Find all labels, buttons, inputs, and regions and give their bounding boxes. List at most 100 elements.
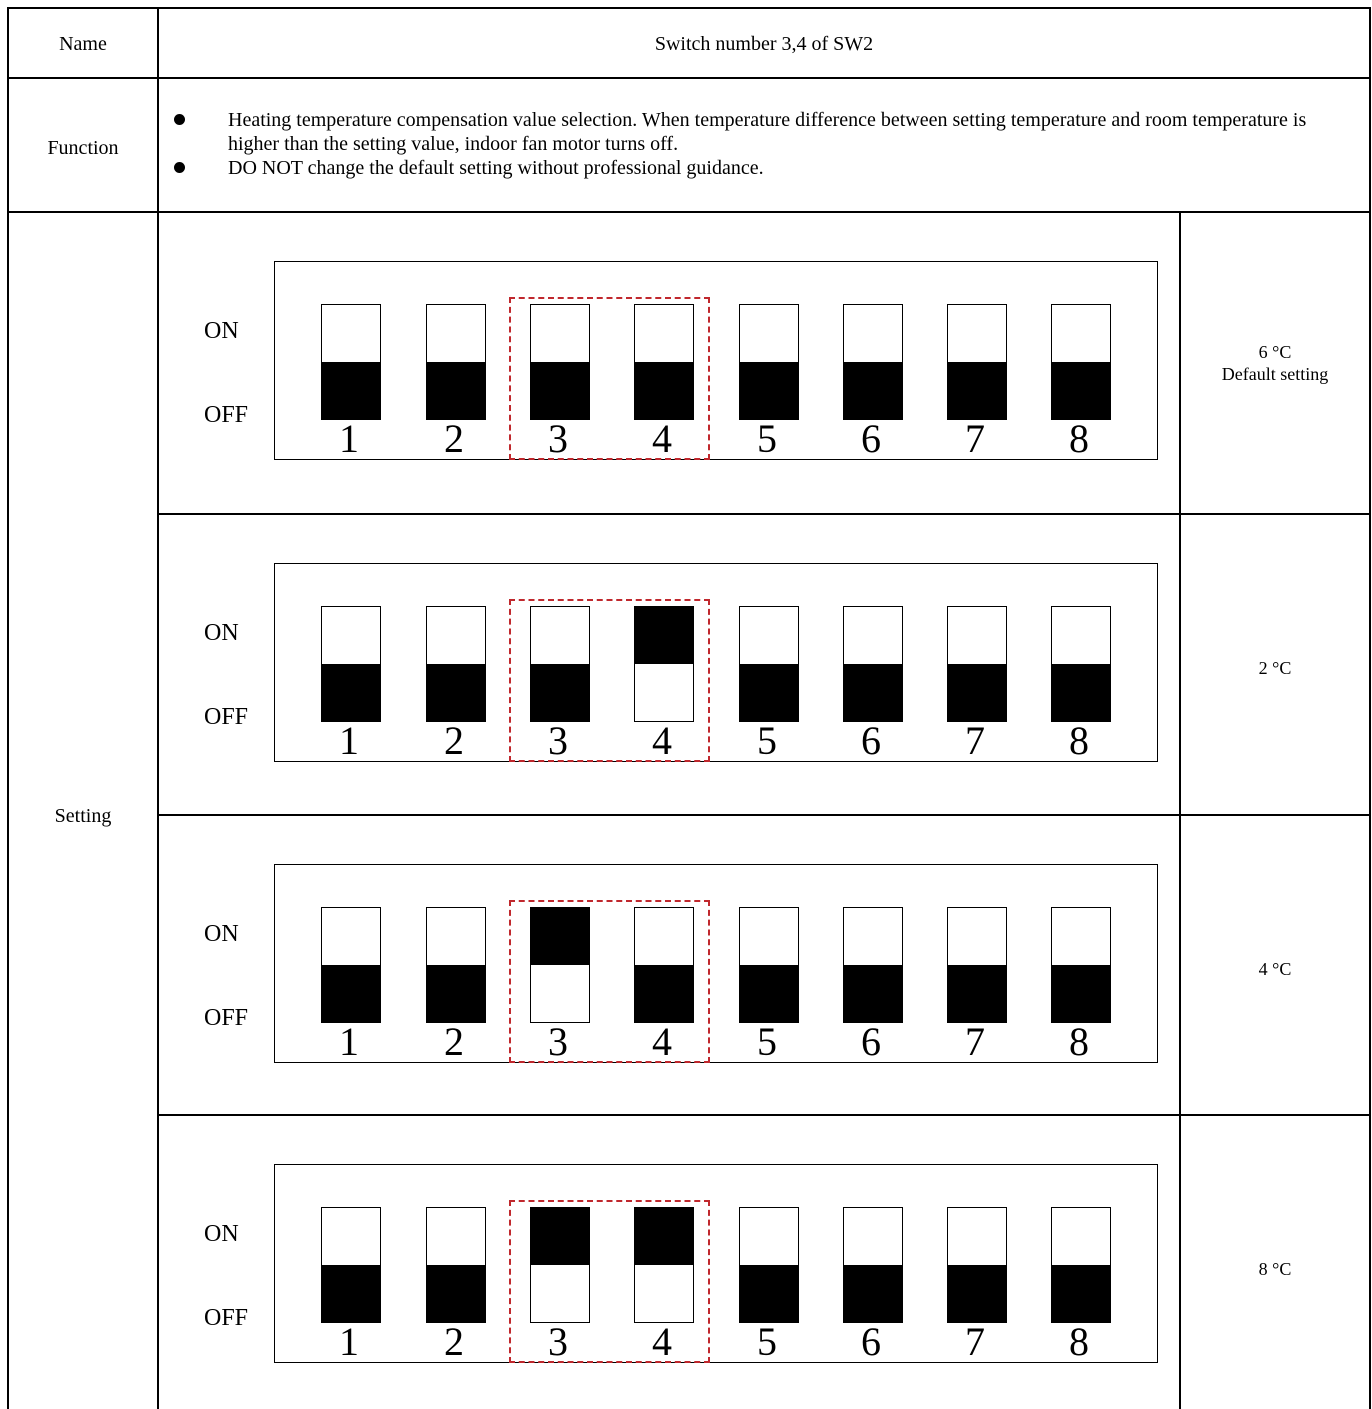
dip-switch — [739, 907, 799, 1023]
switch-lever — [427, 1265, 485, 1322]
off-label: OFF — [204, 1005, 249, 1031]
dip-switch-panel — [274, 864, 1158, 1063]
switch-number: 3 — [548, 718, 568, 763]
function-item-text: DO NOT change the default setting withou… — [228, 157, 764, 179]
dip-switch — [634, 907, 694, 1023]
switch-number: 2 — [444, 718, 464, 763]
switch-lever — [531, 908, 589, 965]
switch-number: 8 — [1069, 718, 1089, 763]
switch-lever — [948, 1265, 1006, 1322]
dip-switch-panel — [274, 1164, 1158, 1363]
switch-lever — [635, 965, 693, 1022]
switch-lever — [427, 664, 485, 721]
dip-switch — [530, 606, 590, 722]
switch-lever — [1052, 362, 1110, 419]
function-item: Heating temperature compensation value s… — [172, 108, 1352, 156]
switch-number: 7 — [965, 1019, 985, 1064]
switch-number: 5 — [757, 1019, 777, 1064]
switch-number: 2 — [444, 1319, 464, 1364]
dip-switch — [739, 304, 799, 420]
switch-number: 4 — [652, 718, 672, 763]
switch-lever — [635, 607, 693, 664]
switch-number: 5 — [757, 1319, 777, 1364]
row-divider — [157, 513, 1371, 515]
switch-number: 2 — [444, 1019, 464, 1064]
switch-lever — [531, 664, 589, 721]
default-setting-note: Default setting — [1221, 364, 1329, 384]
switch-lever — [740, 362, 798, 419]
switch-lever — [948, 664, 1006, 721]
dip-switch-panel — [274, 261, 1158, 460]
switch-lever — [740, 1265, 798, 1322]
setting-label: Setting — [54, 805, 112, 827]
switch-number: 8 — [1069, 1319, 1089, 1364]
switch-lever — [1052, 1265, 1110, 1322]
row-divider — [7, 77, 1371, 79]
switch-lever — [948, 965, 1006, 1022]
dip-switch — [321, 304, 381, 420]
dip-switch — [426, 304, 486, 420]
table-border-top — [7, 7, 1371, 9]
dip-switch — [426, 1207, 486, 1323]
switch-number: 6 — [861, 1319, 881, 1364]
table-border-right — [1369, 7, 1371, 1409]
switch-lever — [427, 362, 485, 419]
dip-switch — [634, 304, 694, 420]
dip-switch — [843, 304, 903, 420]
switch-number: 3 — [548, 1319, 568, 1364]
dip-switch — [530, 304, 590, 420]
setting-value: 4 °C — [1258, 959, 1292, 979]
switch-number: 5 — [757, 718, 777, 763]
column-divider — [1179, 211, 1181, 1409]
highlight-box — [509, 900, 710, 1063]
highlight-box — [509, 297, 710, 460]
dip-switch — [530, 907, 590, 1023]
switch-number: 2 — [444, 416, 464, 461]
switch-number: 7 — [965, 1319, 985, 1364]
switch-number: 5 — [757, 416, 777, 461]
dip-switch — [321, 907, 381, 1023]
switch-number: 1 — [339, 718, 359, 763]
dip-switch — [1051, 606, 1111, 722]
row-divider — [157, 1114, 1371, 1116]
row-divider — [157, 814, 1371, 816]
switch-lever — [844, 1265, 902, 1322]
switch-lever — [1052, 965, 1110, 1022]
dip-switch — [321, 1207, 381, 1323]
on-label: ON — [204, 921, 239, 947]
switch-number: 3 — [548, 1019, 568, 1064]
switch-lever — [635, 1208, 693, 1265]
highlight-box — [509, 599, 710, 762]
function-item: DO NOT change the default setting withou… — [172, 156, 1352, 180]
dip-switch — [947, 1207, 1007, 1323]
setting-value: 2 °C — [1258, 658, 1292, 678]
switch-lever — [322, 1265, 380, 1322]
dip-switch — [739, 1207, 799, 1323]
switch-lever — [844, 664, 902, 721]
dip-switch — [634, 1207, 694, 1323]
switch-lever — [844, 362, 902, 419]
table-border-left — [7, 7, 9, 1409]
switch-lever — [740, 664, 798, 721]
switch-number: 8 — [1069, 1019, 1089, 1064]
dip-switch — [947, 304, 1007, 420]
dip-switch — [843, 1207, 903, 1323]
dip-switch — [1051, 1207, 1111, 1323]
dip-switch — [321, 606, 381, 722]
dip-switch — [426, 606, 486, 722]
dip-switch — [634, 606, 694, 722]
switch-lever — [322, 362, 380, 419]
switch-number: 4 — [652, 1019, 672, 1064]
dip-switch-panel — [274, 563, 1158, 762]
switch-number: 8 — [1069, 416, 1089, 461]
column-divider — [157, 7, 159, 1409]
switch-number: 4 — [652, 1319, 672, 1364]
switch-lever — [1052, 664, 1110, 721]
dip-switch — [426, 907, 486, 1023]
switch-number: 1 — [339, 1319, 359, 1364]
function-item-text: Heating temperature compensation value s… — [228, 109, 1307, 155]
bullet-icon — [174, 114, 185, 125]
switch-number: 6 — [861, 718, 881, 763]
switch-lever — [531, 362, 589, 419]
